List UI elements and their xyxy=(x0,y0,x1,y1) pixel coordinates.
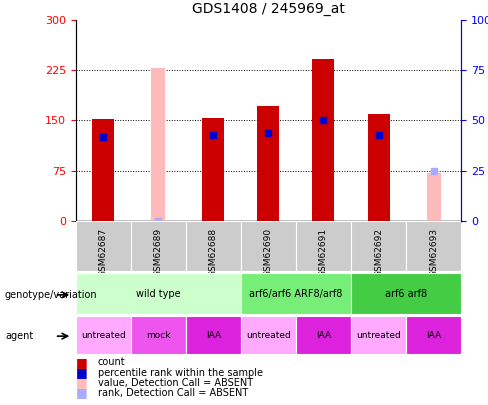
Bar xyxy=(406,316,461,354)
Text: ■: ■ xyxy=(76,366,87,379)
Bar xyxy=(131,316,186,354)
Point xyxy=(264,129,272,136)
Text: rank, Detection Call = ABSENT: rank, Detection Call = ABSENT xyxy=(98,388,248,398)
Bar xyxy=(296,316,351,354)
Text: percentile rank within the sample: percentile rank within the sample xyxy=(98,368,263,377)
Text: untreated: untreated xyxy=(356,330,401,340)
Point xyxy=(320,117,327,124)
Bar xyxy=(76,221,131,271)
Text: ■: ■ xyxy=(76,376,87,389)
Bar xyxy=(241,221,296,271)
Text: GSM62687: GSM62687 xyxy=(99,228,108,277)
Text: value, Detection Call = ABSENT: value, Detection Call = ABSENT xyxy=(98,378,253,388)
Bar xyxy=(427,173,441,221)
Text: mock: mock xyxy=(146,330,170,340)
Text: wild type: wild type xyxy=(136,289,181,298)
Point xyxy=(154,217,162,224)
Bar xyxy=(76,273,241,314)
Text: genotype/variation: genotype/variation xyxy=(5,290,98,300)
Bar xyxy=(203,118,224,221)
Bar xyxy=(92,119,114,221)
Point xyxy=(375,131,383,138)
Bar xyxy=(186,316,241,354)
Point xyxy=(430,167,438,174)
Text: untreated: untreated xyxy=(246,330,291,340)
Bar xyxy=(76,316,131,354)
Text: untreated: untreated xyxy=(81,330,125,340)
Point xyxy=(209,131,217,138)
Text: ■: ■ xyxy=(76,386,87,399)
Bar xyxy=(151,68,165,221)
Bar xyxy=(351,316,406,354)
Text: GSM62688: GSM62688 xyxy=(209,228,218,277)
Text: GSM62692: GSM62692 xyxy=(374,228,383,277)
Text: arf6/arf6 ARF8/arf8: arf6/arf6 ARF8/arf8 xyxy=(249,289,343,298)
Point xyxy=(99,133,107,140)
Text: GSM62691: GSM62691 xyxy=(319,228,328,277)
Text: ■: ■ xyxy=(76,356,87,369)
Bar xyxy=(241,316,296,354)
Bar xyxy=(257,106,280,221)
Bar xyxy=(406,221,461,271)
Bar xyxy=(367,114,389,221)
Text: GSM62690: GSM62690 xyxy=(264,228,273,277)
Text: IAA: IAA xyxy=(426,330,441,340)
Bar xyxy=(312,59,334,221)
Bar xyxy=(296,221,351,271)
Bar xyxy=(241,273,351,314)
Bar xyxy=(351,273,461,314)
Text: IAA: IAA xyxy=(206,330,221,340)
Text: agent: agent xyxy=(5,331,33,341)
Bar xyxy=(131,221,186,271)
Text: arf6 arf8: arf6 arf8 xyxy=(385,289,427,298)
Text: GSM62689: GSM62689 xyxy=(154,228,163,277)
Text: GSM62693: GSM62693 xyxy=(429,228,438,277)
Text: count: count xyxy=(98,358,125,367)
Text: IAA: IAA xyxy=(316,330,331,340)
Bar xyxy=(186,221,241,271)
Bar xyxy=(351,221,406,271)
Title: GDS1408 / 245969_at: GDS1408 / 245969_at xyxy=(192,2,345,17)
